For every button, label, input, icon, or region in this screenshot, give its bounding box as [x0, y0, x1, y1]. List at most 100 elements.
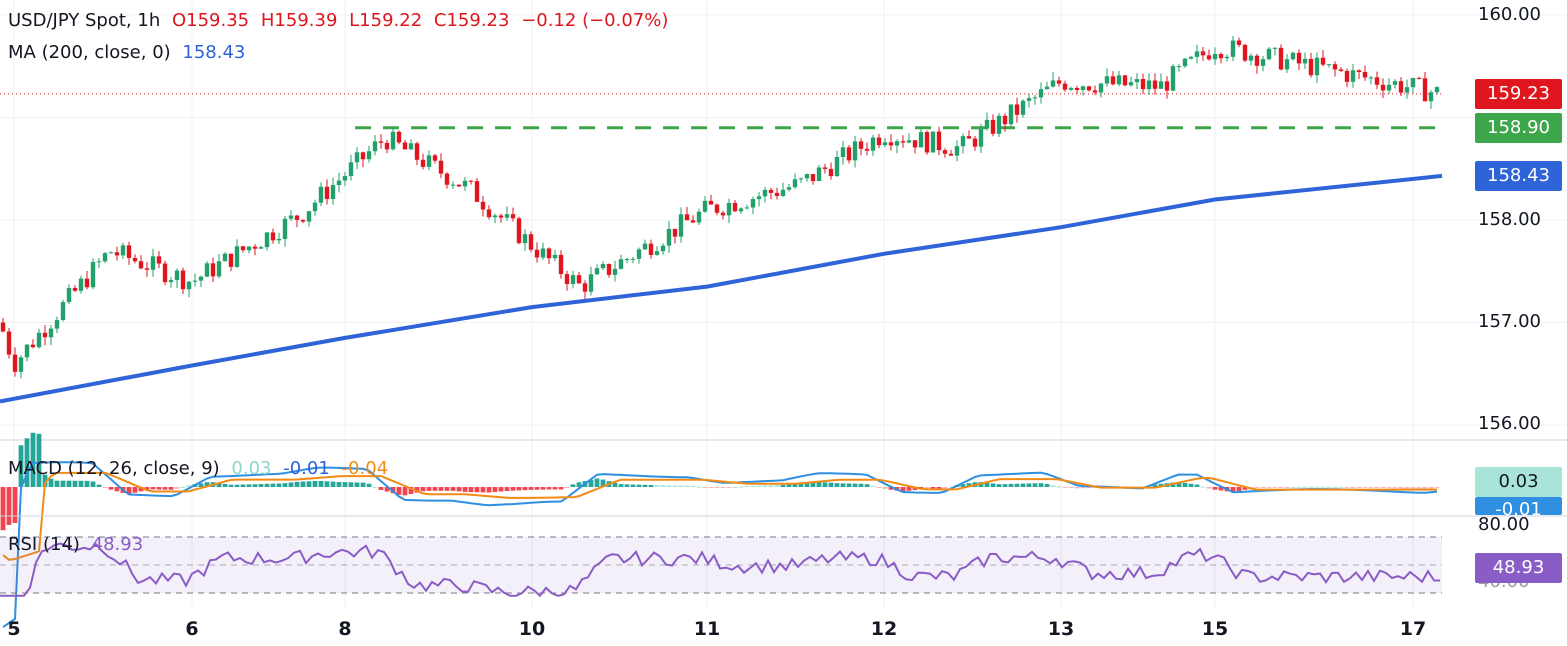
candle-body	[1362, 71, 1368, 78]
macd-hist-tag: 0.03	[1475, 467, 1562, 497]
macd-hist-bar	[216, 483, 222, 487]
candle-body	[1380, 84, 1386, 91]
macd-hist-bar	[696, 486, 702, 488]
macd-hist-bar	[780, 484, 786, 487]
candle-body	[462, 180, 468, 187]
macd-hist-bar	[414, 487, 420, 493]
y-label-160: 160.00	[1478, 4, 1541, 25]
candle-body	[1386, 84, 1392, 91]
candle-body	[690, 220, 696, 223]
candle-body	[0, 322, 6, 332]
candle-body	[828, 168, 834, 177]
candle-body	[90, 262, 96, 288]
candle-body	[570, 275, 576, 285]
macd-hist-bar	[1302, 486, 1308, 488]
macd-hist-bar	[384, 487, 390, 492]
candle-body	[960, 136, 966, 147]
macd-hist-bar	[162, 487, 168, 490]
rsi-value-legend: 48.93	[91, 534, 144, 555]
macd-hist-bar	[1272, 487, 1278, 488]
macd-hist-bar	[636, 484, 642, 487]
candle-body	[864, 148, 870, 151]
candle-body	[318, 186, 324, 203]
macd-hist-bar	[360, 482, 366, 487]
macd-hist-bar	[342, 482, 348, 487]
candle-body	[474, 181, 480, 202]
macd-hist-bar	[978, 482, 984, 487]
x-label-10: 10	[518, 618, 546, 640]
candle-body	[264, 232, 270, 248]
macd-hist-bar	[1026, 483, 1032, 487]
macd-line-tag: -0.01	[1475, 497, 1562, 515]
last-price-tag: 159.23	[1475, 79, 1562, 109]
macd-hist-bar	[438, 487, 444, 491]
macd-hist-bar	[264, 483, 270, 487]
candle-body	[702, 200, 708, 212]
candle-body	[816, 167, 822, 182]
candle-body	[408, 143, 414, 150]
candle-body	[216, 261, 222, 277]
rsi-pane[interactable]	[0, 536, 1442, 598]
macd-hist-bar	[870, 485, 876, 487]
candle-body	[1206, 55, 1212, 60]
macd-hist-bar	[348, 482, 354, 487]
candle-body	[84, 278, 90, 288]
macd-hist-bar	[96, 484, 102, 487]
candle-body	[6, 331, 12, 355]
candle-body	[1326, 64, 1332, 66]
candle-body	[288, 215, 294, 219]
candle-body	[168, 280, 174, 283]
candle-body	[1374, 77, 1380, 85]
candle-body	[510, 214, 516, 219]
candle-body	[1314, 57, 1320, 76]
candle-body	[30, 344, 36, 348]
macd-hist-bar	[1182, 482, 1188, 487]
candle-body	[918, 132, 924, 148]
candle-body	[1110, 76, 1116, 85]
macd-hist-bar	[660, 485, 666, 487]
macd-hist-bar	[492, 487, 498, 492]
macd-hist-bar	[1290, 486, 1296, 488]
candle-body	[678, 214, 684, 237]
macd-pane[interactable]	[0, 432, 1440, 628]
candle-body	[1230, 40, 1236, 57]
candle-body	[666, 228, 672, 246]
macd-hist-bar	[174, 487, 180, 489]
macd-hist-bar	[756, 485, 762, 487]
macd-hist-bar	[336, 482, 342, 487]
price-chart[interactable]	[0, 35, 1443, 404]
candle-body	[576, 275, 582, 284]
macd-hist-bar	[480, 487, 486, 493]
macd-hist-bar	[798, 482, 804, 487]
macd-hist-bar	[786, 484, 792, 487]
macd-hist-bar	[1002, 484, 1008, 487]
candle-body	[210, 263, 216, 277]
candle-body	[1416, 78, 1422, 80]
macd-hist-bar	[42, 474, 48, 487]
macd-hist-bar	[138, 487, 144, 492]
macd-hist-bar	[1050, 485, 1056, 487]
macd-hist-bar	[996, 484, 1002, 487]
candle-body	[822, 167, 828, 169]
candle-body	[558, 254, 564, 275]
candle-body	[804, 174, 810, 179]
candle-body	[42, 332, 48, 338]
candle-body	[252, 246, 258, 249]
candle-body	[1218, 54, 1224, 59]
macd-hist-bar	[378, 487, 384, 490]
macd-hist-bar	[702, 487, 708, 488]
macd-hist-bar	[630, 484, 636, 487]
macd-hist-bar	[1338, 486, 1344, 488]
candle-body	[1182, 58, 1188, 67]
macd-hist-bar	[330, 481, 336, 487]
macd-hist-bar	[132, 487, 138, 493]
macd-hist-bar	[570, 484, 576, 487]
macd-hist-bar	[66, 480, 72, 487]
candle-body	[312, 202, 318, 212]
rsi-legend: RSI (14) 48.93	[8, 534, 149, 555]
candle-body	[1392, 81, 1398, 85]
macd-hist-bar	[1434, 487, 1440, 489]
macd-hist-bar	[522, 487, 528, 491]
candle-body	[780, 189, 786, 196]
candle-body	[912, 140, 918, 148]
